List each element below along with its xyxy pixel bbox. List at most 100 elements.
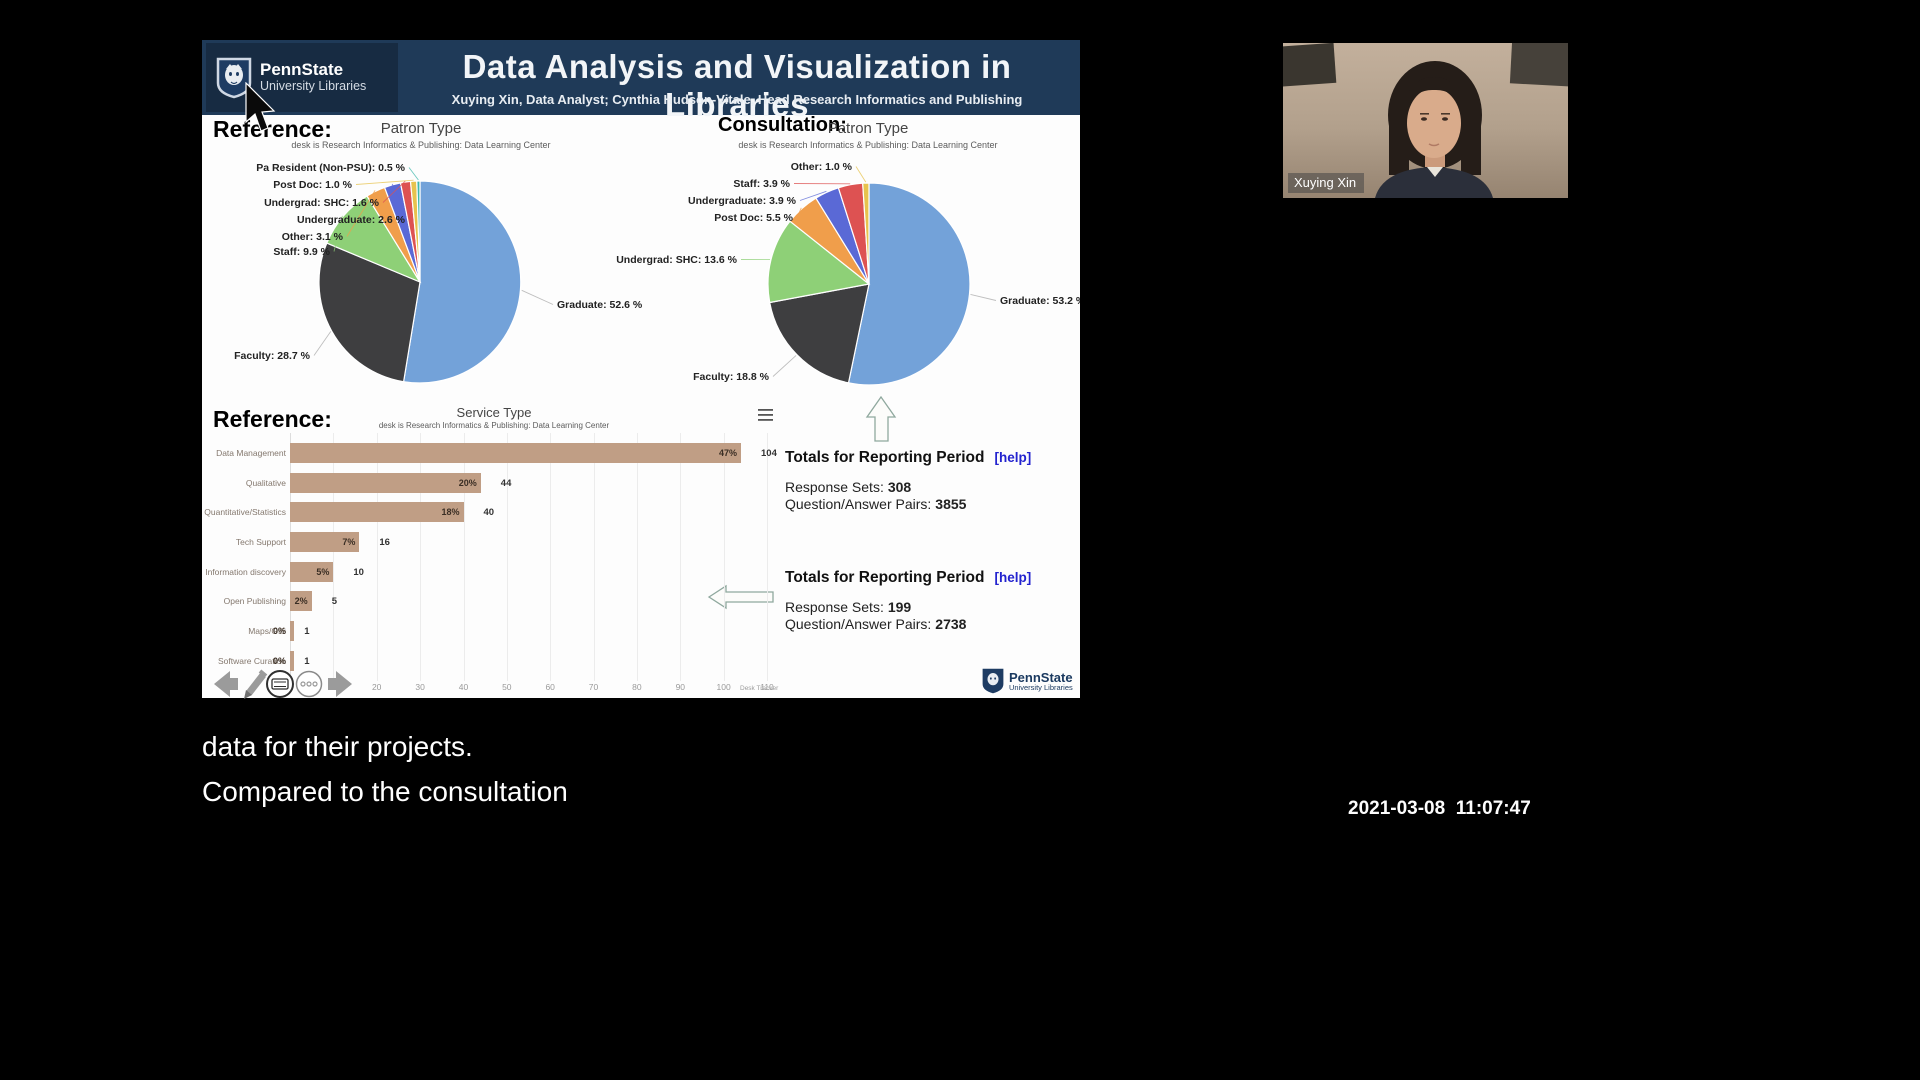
help-link-1[interactable]: [help] (994, 450, 1032, 465)
pie-label-line (313, 331, 332, 356)
bar-category-label: Data Management (216, 448, 286, 458)
webcam-video: Xuying Xin (1283, 43, 1568, 198)
bar-category-label: Qualitative (245, 477, 286, 488)
caption-line-1: data for their projects. (202, 731, 473, 762)
pie-slice (326, 195, 422, 284)
x-tick-label: 20 (371, 682, 382, 692)
bar (290, 472, 481, 493)
pie-slice (767, 220, 871, 304)
pie-slice (837, 182, 870, 285)
caption-line-2: Compared to the consultation (202, 776, 568, 807)
bar-category-label: Software Curation (217, 655, 286, 666)
pie2-subtitle: desk is Research Informatics & Publishin… (738, 140, 998, 150)
bar-count-label: 44 (500, 477, 512, 489)
pencil-icon[interactable] (244, 669, 268, 699)
gridline (420, 433, 422, 681)
response-sets-2: Response Sets: 199 (785, 599, 912, 615)
pie-label-line (382, 180, 406, 203)
pie-label-line (796, 207, 802, 218)
left-arrow-icon (707, 584, 774, 610)
bar-percent-label: 18% (441, 507, 460, 518)
picture-frame (1509, 43, 1568, 87)
pie-slice (366, 186, 421, 283)
gridline (723, 433, 725, 681)
bar-subtitle: desk is Research Informatics & Publishin… (378, 421, 610, 430)
pie-label: Other: 3.1 % (282, 231, 344, 243)
bar-percent-label: 20% (458, 477, 477, 488)
slide-footer-logo: PennState University Libraries (982, 668, 1073, 694)
x-tick-label: 100 (716, 682, 731, 692)
x-tick-label: 90 (675, 682, 686, 692)
x-tick-label: 10 (328, 682, 339, 692)
totals-heading-2: Totals for Reporting Period [help] (785, 569, 1032, 586)
pie-label-line (855, 166, 867, 183)
section-label-reference-pie: Reference: (213, 116, 332, 142)
forward-arrow-icon[interactable] (328, 671, 352, 697)
pie-label: Graduate: 52.6 % (557, 299, 643, 311)
pie-label: Other: 1.0 % (791, 161, 853, 173)
bar (290, 502, 464, 523)
more-dots-icon[interactable] (295, 670, 323, 698)
bar-count-label: 40 (483, 507, 495, 519)
bar-category-label: Tech Support (235, 536, 286, 547)
x-tick-label: 70 (588, 682, 599, 692)
help-link-2[interactable]: [help] (994, 570, 1032, 585)
bar-percent-label: 47% (718, 448, 737, 458)
pie-label: Post Doc: 1.0 % (273, 179, 352, 191)
pie-label-line (346, 190, 376, 237)
slide-toolbar (214, 669, 352, 699)
bar-percent-label: 2% (294, 596, 308, 607)
gridline (376, 433, 378, 681)
bar-source-label: Desk Tracker (740, 685, 779, 692)
x-tick-label: 80 (632, 682, 642, 692)
bar-count-label: 1 (304, 655, 310, 667)
qa-pairs-2: Question/Answer Pairs: 2738 (785, 616, 967, 632)
presentation-slide: PennState University Libraries Data Anal… (202, 40, 1080, 699)
section-label-consultation-pie: Consultation: (718, 114, 847, 136)
gridline (463, 433, 465, 681)
pie-label: Undergraduate: 2.6 % (297, 214, 406, 226)
chart-menu-icon[interactable] (758, 409, 773, 421)
bar-percent-label: 5% (316, 566, 330, 577)
pie-label-line (333, 215, 343, 252)
up-arrow-icon (865, 395, 897, 442)
pie-charts-layer: Graduate: 52.6 % Faculty: 28.7 % Staff: 9.… (234, 161, 1080, 610)
section-label-reference-bar: Reference: (213, 406, 332, 432)
pie-slice (862, 182, 870, 285)
bar-count-label: 1 (304, 625, 310, 637)
pie-slice (847, 182, 971, 386)
webcam-scene (1283, 43, 1568, 198)
gridline (550, 433, 552, 681)
pie-label-line (970, 293, 997, 301)
slide-subtitle: Xuying Xin, Data Analyst; Cynthia Hudson… (451, 92, 1023, 107)
slide-title: Data Analysis and Visualization in Libra… (462, 48, 1012, 123)
pie-label: Graduate: 53.2 % (1000, 295, 1080, 307)
bar (290, 531, 360, 552)
pie-slice (768, 283, 870, 384)
x-tick-label: 30 (415, 682, 425, 692)
pie-label: Staff: 9.9 % (273, 246, 330, 258)
slide-header: PennState University Libraries Data Anal… (202, 40, 1080, 123)
webcam-name-label: Xuying Xin (1288, 173, 1365, 193)
bar-count-label: 104 (761, 448, 777, 459)
pennstate-shield-icon (982, 668, 1004, 694)
keyboard-icon[interactable] (266, 670, 294, 698)
picture-frame (1283, 43, 1337, 88)
bar-percent-label: 0% (272, 655, 286, 666)
pie-label: Undergrad: SHC: 1.6 % (264, 197, 380, 209)
bar-axis (290, 433, 291, 681)
back-arrow-icon[interactable] (214, 671, 238, 697)
pie-label: Post Doc: 5.5 % (714, 212, 793, 224)
bar-title: Service Type (456, 405, 532, 420)
x-tick-label: 40 (458, 682, 469, 692)
bar (290, 591, 312, 612)
qa-pairs-1: Question/Answer Pairs: 3855 (785, 496, 967, 512)
bar-chart: 10 20 30 40 50 60 70 80 90 100 110 Data Management 4… (202, 40, 1080, 698)
timestamp: 2021-03-08 11:07:47 (1348, 798, 1531, 819)
pie1-subtitle: desk is Research Informatics & Publishin… (291, 140, 551, 150)
bar-category-label: Information discovery (205, 566, 286, 577)
gridline (593, 433, 595, 681)
brand-name: PennState (260, 60, 344, 80)
pie-slice (399, 180, 421, 283)
pie-label-line (408, 167, 419, 181)
